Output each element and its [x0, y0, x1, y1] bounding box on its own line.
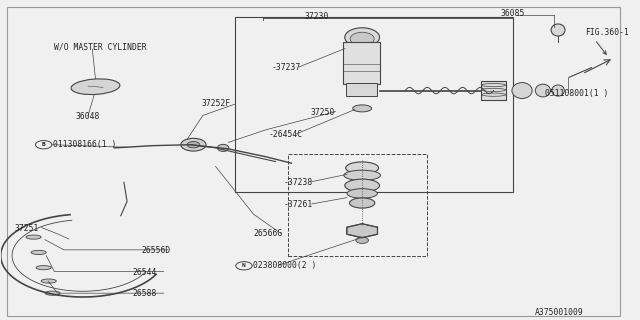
Ellipse shape: [346, 162, 379, 174]
Ellipse shape: [31, 250, 46, 254]
Text: 37252F: 37252F: [202, 99, 231, 108]
Ellipse shape: [512, 83, 532, 99]
Ellipse shape: [345, 28, 380, 47]
Text: 36085: 36085: [500, 9, 525, 18]
Text: 26588: 26588: [132, 289, 157, 298]
Bar: [346, 83, 377, 96]
Ellipse shape: [36, 266, 51, 270]
Text: 26566G: 26566G: [253, 229, 283, 238]
Ellipse shape: [344, 170, 381, 180]
Text: -37238: -37238: [284, 178, 313, 187]
Text: A375001009: A375001009: [534, 308, 584, 317]
Text: -37237: -37237: [271, 63, 300, 72]
Ellipse shape: [26, 235, 41, 239]
Text: 36048: 36048: [76, 113, 100, 122]
Text: -26454C: -26454C: [269, 130, 303, 139]
Circle shape: [356, 237, 369, 244]
Polygon shape: [347, 224, 378, 238]
Text: B: B: [42, 142, 45, 147]
Text: FIG.360-1: FIG.360-1: [585, 28, 629, 37]
Ellipse shape: [71, 79, 120, 94]
Text: -37261: -37261: [284, 200, 313, 209]
Ellipse shape: [345, 179, 380, 192]
Text: 26544: 26544: [132, 268, 157, 277]
Ellipse shape: [218, 144, 229, 151]
Circle shape: [187, 141, 200, 148]
Bar: [481, 81, 506, 100]
Bar: [234, 17, 513, 192]
Ellipse shape: [45, 291, 60, 295]
Ellipse shape: [41, 279, 56, 283]
Ellipse shape: [551, 24, 565, 36]
Text: 26556D: 26556D: [141, 246, 170, 255]
Bar: [343, 42, 380, 84]
Text: 051108001(1 ): 051108001(1 ): [545, 89, 609, 98]
Text: 37251: 37251: [15, 224, 39, 233]
Ellipse shape: [350, 32, 374, 46]
Text: 37230: 37230: [305, 12, 329, 21]
Circle shape: [180, 138, 206, 151]
Bar: [288, 154, 428, 256]
Text: 023808000(2 ): 023808000(2 ): [253, 261, 317, 270]
Text: 011308166(1 ): 011308166(1 ): [53, 140, 116, 149]
Ellipse shape: [353, 105, 372, 112]
Text: W/O MASTER CYLINDER: W/O MASTER CYLINDER: [54, 42, 147, 52]
Text: 37250: 37250: [310, 108, 335, 117]
Ellipse shape: [349, 198, 375, 208]
Text: N: N: [242, 263, 246, 268]
Ellipse shape: [552, 85, 564, 96]
Ellipse shape: [347, 189, 378, 198]
Ellipse shape: [535, 84, 550, 97]
